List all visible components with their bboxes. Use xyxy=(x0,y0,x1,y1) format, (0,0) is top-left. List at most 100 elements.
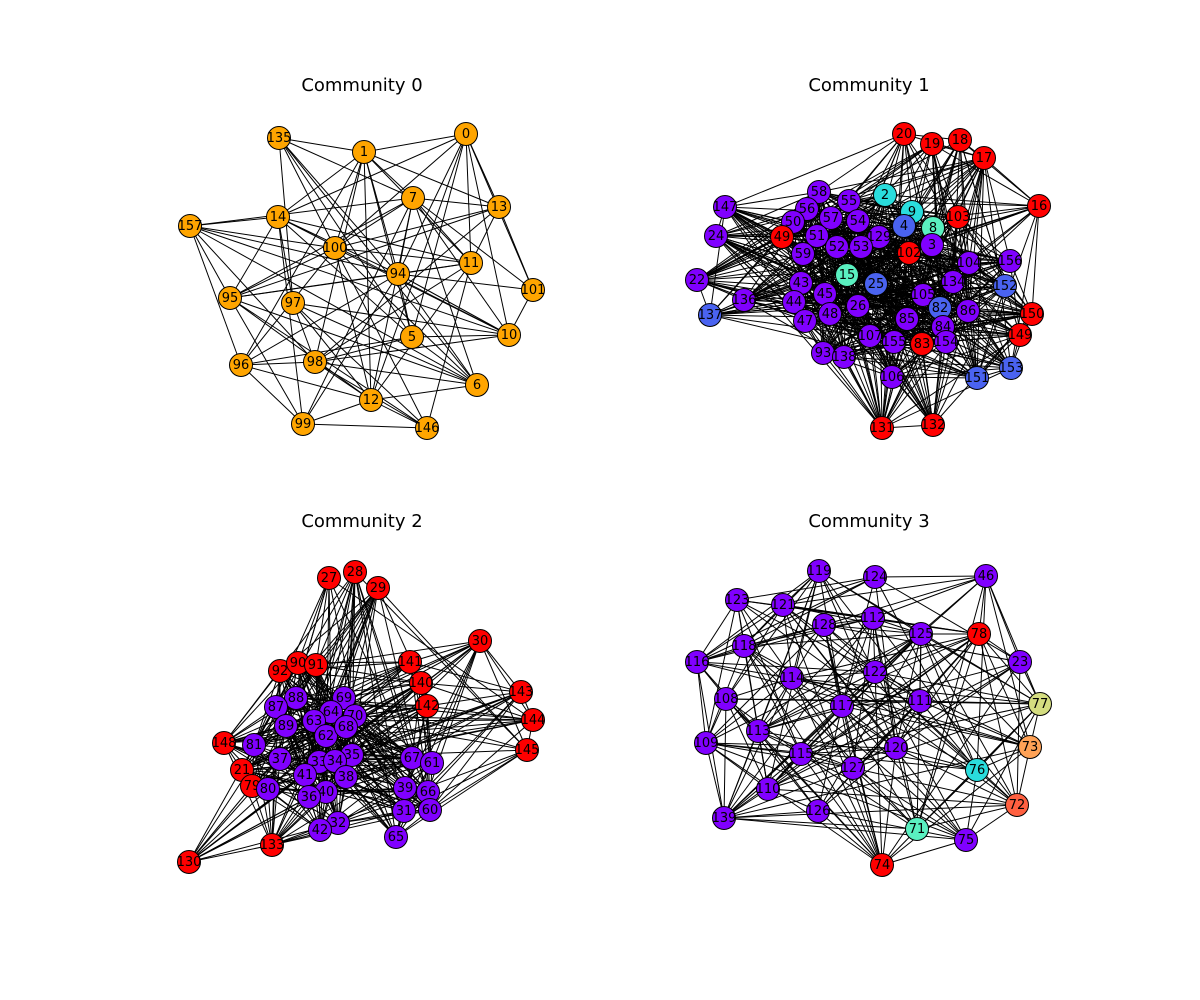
node-circle[interactable] xyxy=(956,299,980,323)
node-circle[interactable] xyxy=(770,225,794,249)
node-117[interactable]: 117 xyxy=(830,694,855,718)
node-71[interactable]: 71 xyxy=(905,817,929,841)
node-122[interactable]: 122 xyxy=(863,660,888,684)
node-circle[interactable] xyxy=(268,747,292,771)
node-circle[interactable] xyxy=(497,323,521,347)
node-1[interactable]: 1 xyxy=(352,140,376,164)
node-118[interactable]: 118 xyxy=(732,634,757,658)
node-126[interactable]: 126 xyxy=(806,799,831,823)
node-circle[interactable] xyxy=(849,235,873,259)
node-circle[interactable] xyxy=(694,731,718,755)
node-circle[interactable] xyxy=(323,236,347,260)
node-38[interactable]: 38 xyxy=(334,765,358,789)
node-circle[interactable] xyxy=(266,205,290,229)
node-circle[interactable] xyxy=(256,777,280,801)
node-circle[interactable] xyxy=(782,290,806,314)
node-140[interactable]: 140 xyxy=(409,671,434,695)
node-circle[interactable] xyxy=(521,708,545,732)
node-141[interactable]: 141 xyxy=(398,650,423,674)
node-circle[interactable] xyxy=(409,671,433,695)
node-54[interactable]: 54 xyxy=(846,209,870,233)
node-15[interactable]: 15 xyxy=(835,263,859,287)
node-circle[interactable] xyxy=(401,186,425,210)
node-circle[interactable] xyxy=(303,350,327,374)
node-circle[interactable] xyxy=(685,268,709,292)
node-123[interactable]: 123 xyxy=(725,588,750,612)
node-20[interactable]: 20 xyxy=(892,122,916,146)
node-72[interactable]: 72 xyxy=(1005,793,1029,817)
node-circle[interactable] xyxy=(1027,194,1051,218)
node-circle[interactable] xyxy=(1005,793,1029,817)
node-circle[interactable] xyxy=(908,689,932,713)
node-circle[interactable] xyxy=(998,249,1022,273)
node-circle[interactable] xyxy=(400,325,424,349)
node-114[interactable]: 114 xyxy=(780,666,805,690)
node-21[interactable]: 21 xyxy=(230,758,254,782)
node-6[interactable]: 6 xyxy=(465,373,489,397)
node-circle[interactable] xyxy=(685,650,709,674)
node-103[interactable]: 103 xyxy=(946,205,971,229)
node-134[interactable]: 134 xyxy=(941,270,966,294)
node-17[interactable]: 17 xyxy=(972,146,996,170)
node-circle[interactable] xyxy=(946,205,970,229)
node-129[interactable]: 129 xyxy=(867,225,892,249)
node-136[interactable]: 136 xyxy=(732,288,757,312)
node-10[interactable]: 10 xyxy=(497,323,521,347)
node-circle[interactable] xyxy=(712,806,736,830)
node-circle[interactable] xyxy=(515,738,539,762)
node-circle[interactable] xyxy=(832,345,856,369)
node-153[interactable]: 153 xyxy=(999,356,1024,380)
node-circle[interactable] xyxy=(905,817,929,841)
node-91[interactable]: 91 xyxy=(304,653,328,677)
node-144[interactable]: 144 xyxy=(521,708,546,732)
node-41[interactable]: 41 xyxy=(293,763,317,787)
node-circle[interactable] xyxy=(304,653,328,677)
node-97[interactable]: 97 xyxy=(281,291,305,315)
node-107[interactable]: 107 xyxy=(858,324,883,348)
node-14[interactable]: 14 xyxy=(266,205,290,229)
node-157[interactable]: 157 xyxy=(178,214,203,238)
node-circle[interactable] xyxy=(884,736,908,760)
node-77[interactable]: 77 xyxy=(1028,692,1052,716)
node-circle[interactable] xyxy=(465,373,489,397)
node-53[interactable]: 53 xyxy=(849,235,873,259)
node-120[interactable]: 120 xyxy=(884,736,909,760)
node-circle[interactable] xyxy=(1028,692,1052,716)
node-155[interactable]: 155 xyxy=(882,330,907,354)
node-circle[interactable] xyxy=(818,302,842,326)
node-137[interactable]: 137 xyxy=(698,303,723,327)
node-138[interactable]: 138 xyxy=(832,345,857,369)
node-48[interactable]: 48 xyxy=(818,302,842,326)
node-circle[interactable] xyxy=(771,593,795,617)
node-circle[interactable] xyxy=(725,588,749,612)
node-0[interactable]: 0 xyxy=(454,122,478,146)
node-25[interactable]: 25 xyxy=(864,272,888,296)
node-110[interactable]: 110 xyxy=(756,777,781,801)
node-circle[interactable] xyxy=(863,565,887,589)
node-circle[interactable] xyxy=(807,180,831,204)
node-circle[interactable] xyxy=(343,560,367,584)
node-circle[interactable] xyxy=(218,286,242,310)
node-36[interactable]: 36 xyxy=(297,785,321,809)
node-154[interactable]: 154 xyxy=(934,330,959,354)
node-130[interactable]: 130 xyxy=(177,850,202,874)
node-89[interactable]: 89 xyxy=(274,714,298,738)
node-99[interactable]: 99 xyxy=(291,412,315,436)
node-149[interactable]: 149 xyxy=(1008,323,1033,347)
node-133[interactable]: 133 xyxy=(260,833,285,857)
node-circle[interactable] xyxy=(1008,323,1032,347)
node-62[interactable]: 62 xyxy=(314,724,338,748)
node-circle[interactable] xyxy=(846,294,870,318)
node-circle[interactable] xyxy=(746,719,770,743)
node-circle[interactable] xyxy=(812,613,836,637)
node-circle[interactable] xyxy=(398,650,422,674)
node-circle[interactable] xyxy=(291,412,315,436)
node-circle[interactable] xyxy=(418,798,442,822)
node-104[interactable]: 104 xyxy=(957,251,982,275)
node-125[interactable]: 125 xyxy=(909,622,934,646)
node-circle[interactable] xyxy=(509,680,533,704)
node-96[interactable]: 96 xyxy=(229,353,253,377)
node-73[interactable]: 73 xyxy=(1018,735,1042,759)
node-circle[interactable] xyxy=(274,714,298,738)
node-88[interactable]: 88 xyxy=(284,686,308,710)
